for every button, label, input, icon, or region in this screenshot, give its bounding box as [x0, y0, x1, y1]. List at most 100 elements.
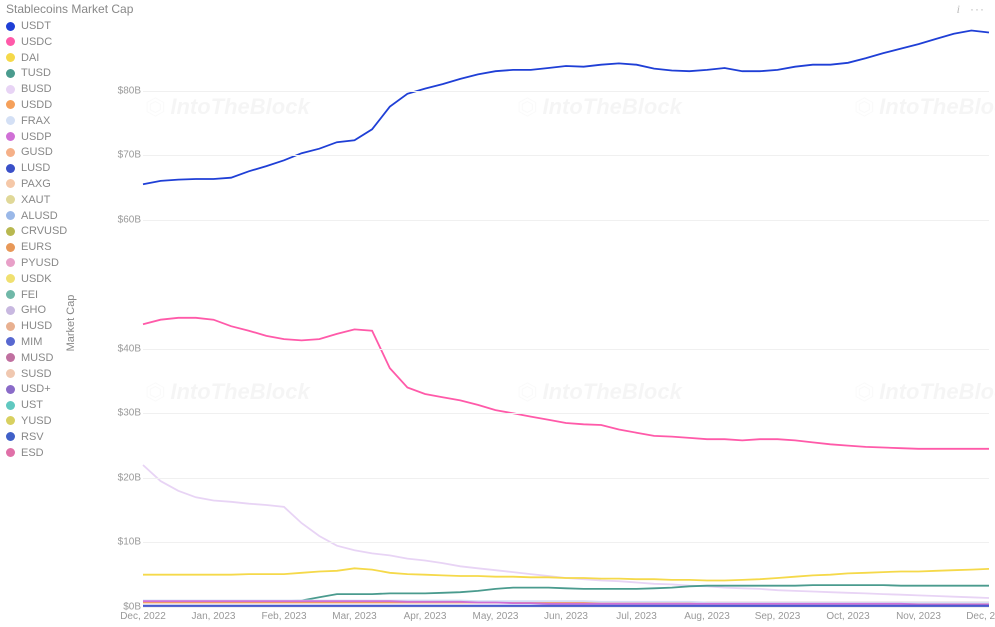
legend-label: TUSD: [21, 67, 51, 79]
series-usdc[interactable]: [143, 318, 989, 449]
y-tick-label: $20B: [103, 472, 141, 483]
legend-item-dai[interactable]: DAI: [6, 52, 75, 64]
x-tick-label: Dec, 2022: [120, 611, 166, 622]
y-tick-label: $40B: [103, 343, 141, 354]
legend-label: RSV: [21, 431, 44, 443]
grid-line: [143, 91, 989, 92]
chart-plot-wrap: Market Cap $0B$10B$20B$30B$40B$60B$70B$8…: [75, 18, 995, 627]
legend-dot-icon: [6, 116, 15, 125]
legend-label: MIM: [21, 336, 42, 348]
legend-label: YUSD: [21, 415, 52, 427]
x-tick-label: Apr, 2023: [404, 611, 447, 622]
x-tick-label: May, 2023: [473, 611, 519, 622]
legend-dot-icon: [6, 274, 15, 283]
legend-item-usdp[interactable]: USDP: [6, 131, 75, 143]
legend-label: FEI: [21, 289, 38, 301]
legend-item-tusd[interactable]: TUSD: [6, 67, 75, 79]
legend-item-pyusd[interactable]: PYUSD: [6, 257, 75, 269]
legend-item-usdc[interactable]: USDC: [6, 36, 75, 48]
legend-dot-icon: [6, 448, 15, 457]
x-tick-label: Mar, 2023: [332, 611, 376, 622]
info-icon[interactable]: i: [957, 2, 960, 17]
y-tick-label: $10B: [103, 537, 141, 548]
legend-dot-icon: [6, 53, 15, 62]
legend-label: SUSD: [21, 368, 52, 380]
x-tick-label: Sep, 2023: [755, 611, 801, 622]
legend-dot-icon: [6, 179, 15, 188]
grid-line: [143, 155, 989, 156]
legend-item-usdk[interactable]: USDK: [6, 273, 75, 285]
series-usdt[interactable]: [143, 31, 989, 185]
y-tick-label: $70B: [103, 150, 141, 161]
x-tick-label: Jul, 2023: [616, 611, 657, 622]
legend-label: HUSD: [21, 320, 52, 332]
legend-dot-icon: [6, 227, 15, 236]
x-tick-label: Nov, 2023: [896, 611, 941, 622]
x-tick-label: Jun, 2023: [544, 611, 588, 622]
legend-label: EURS: [21, 241, 52, 253]
legend-label: GHO: [21, 304, 46, 316]
chart-title: Stablecoins Market Cap: [6, 2, 133, 16]
legend-dot-icon: [6, 37, 15, 46]
legend-label: PYUSD: [21, 257, 59, 269]
legend-dot-icon: [6, 211, 15, 220]
y-tick-label: $30B: [103, 408, 141, 419]
legend-dot-icon: [6, 22, 15, 31]
legend-label: XAUT: [21, 194, 50, 206]
legend-item-crvusd[interactable]: CRVUSD: [6, 225, 75, 237]
legend-dot-icon: [6, 432, 15, 441]
chart-area[interactable]: $0B$10B$20B$30B$40B$60B$70B$80BDec, 2022…: [103, 26, 989, 607]
legend-dot-icon: [6, 416, 15, 425]
legend-dot-icon: [6, 337, 15, 346]
legend-item-alusd[interactable]: ALUSD: [6, 210, 75, 222]
legend-label: ALUSD: [21, 210, 58, 222]
legend-label: USDD: [21, 99, 52, 111]
legend-label: PAXG: [21, 178, 51, 190]
legend-item-lusd[interactable]: LUSD: [6, 162, 75, 174]
legend-item-musd[interactable]: MUSD: [6, 352, 75, 364]
legend-dot-icon: [6, 369, 15, 378]
legend-label: ESD: [21, 447, 44, 459]
legend-dot-icon: [6, 385, 15, 394]
legend-label: USDC: [21, 36, 52, 48]
legend-dot-icon: [6, 353, 15, 362]
legend-item-usdd[interactable]: USDD: [6, 99, 75, 111]
x-tick-label: Aug, 2023: [684, 611, 730, 622]
y-tick-label: $60B: [103, 214, 141, 225]
legend-dot-icon: [6, 132, 15, 141]
legend-item-susd[interactable]: SUSD: [6, 368, 75, 380]
legend-item-eurs[interactable]: EURS: [6, 241, 75, 253]
y-tick-label: $80B: [103, 85, 141, 96]
legend-item-frax[interactable]: FRAX: [6, 115, 75, 127]
legend-dot-icon: [6, 148, 15, 157]
y-axis-label: Market Cap: [65, 294, 77, 351]
legend-dot-icon: [6, 164, 15, 173]
legend-item-rsv[interactable]: RSV: [6, 431, 75, 443]
chart-header: Stablecoins Market Cap i ···: [0, 0, 995, 18]
x-tick-label: Jan, 2023: [192, 611, 236, 622]
legend-dot-icon: [6, 306, 15, 315]
chart-container: Stablecoins Market Cap i ··· USDT USDC DAI…: [0, 0, 995, 627]
legend-dot-icon: [6, 243, 15, 252]
legend-item-paxg[interactable]: PAXG: [6, 178, 75, 190]
x-tick-label: Oct, 2023: [826, 611, 869, 622]
legend-item-usd+[interactable]: USD+: [6, 383, 75, 395]
series-dai[interactable]: [143, 568, 989, 580]
legend-label: MUSD: [21, 352, 53, 364]
legend-dot-icon: [6, 85, 15, 94]
legend-dot-icon: [6, 322, 15, 331]
legend-item-usdt[interactable]: USDT: [6, 20, 75, 32]
legend-item-esd[interactable]: ESD: [6, 447, 75, 459]
legend-item-xaut[interactable]: XAUT: [6, 194, 75, 206]
legend-dot-icon: [6, 401, 15, 410]
grid-line: [143, 413, 989, 414]
x-tick-label: Feb, 2023: [261, 611, 306, 622]
legend-item-ust[interactable]: UST: [6, 399, 75, 411]
more-icon[interactable]: ···: [970, 2, 985, 16]
legend-item-busd[interactable]: BUSD: [6, 83, 75, 95]
legend: USDT USDC DAI TUSD BUSD USDD FRAX USDP GUSD LUSD P…: [0, 18, 75, 627]
legend-dot-icon: [6, 258, 15, 267]
legend-label: USD+: [21, 383, 51, 395]
legend-item-yusd[interactable]: YUSD: [6, 415, 75, 427]
legend-item-gusd[interactable]: GUSD: [6, 146, 75, 158]
